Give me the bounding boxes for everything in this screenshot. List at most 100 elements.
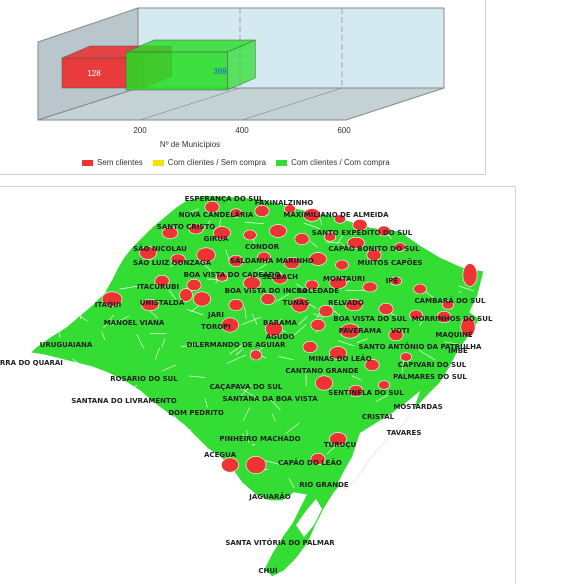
municipal-border <box>401 359 405 374</box>
legend-label: Com clientes / Sem compra <box>167 158 267 167</box>
city-label: MANOEL VIANA <box>104 319 165 327</box>
sem-clientes-municipality <box>460 316 476 338</box>
sem-clientes-municipality <box>221 317 239 333</box>
municipal-border <box>289 324 307 340</box>
municipal-border <box>253 239 255 245</box>
sem-clientes-municipality <box>305 279 319 291</box>
sem-clientes-municipality <box>204 200 220 214</box>
municipal-border <box>75 434 93 448</box>
municipal-border <box>80 235 95 242</box>
x-axis-title: Nº de Municípios <box>159 140 221 149</box>
city-label: MINAS DO LEÃO <box>308 354 371 363</box>
sem-clientes-municipality <box>283 204 297 214</box>
city-label: BARAMA <box>263 319 298 327</box>
municipal-border <box>226 354 247 364</box>
municipal-border <box>173 415 189 430</box>
city-label: IMBÉ <box>448 346 468 355</box>
municipal-border <box>455 441 467 452</box>
municipal-border <box>91 289 108 294</box>
city-label: BOA VISTA DO INCRA <box>225 287 308 295</box>
x-tick-label: 400 <box>235 126 249 135</box>
municipal-border <box>229 342 247 355</box>
city-label: SANTA VITÓRIA DO PALMAR <box>225 538 335 547</box>
city-label: SÃO NICOLAU <box>133 244 187 253</box>
city-label: SANTO EXPEDITO DO SUL <box>312 229 413 237</box>
sem-clientes-municipality <box>186 278 202 292</box>
municipal-border <box>101 331 106 341</box>
municipal-border <box>200 260 212 272</box>
sem-clientes-municipality <box>161 226 179 240</box>
municipal-border <box>275 293 290 302</box>
city-label: RELVADO <box>328 299 364 307</box>
municipal-border <box>136 334 145 349</box>
municipal-border <box>235 348 244 356</box>
legend-item: Sem clientes <box>82 158 143 167</box>
municipal-border <box>129 468 132 478</box>
sem-clientes-municipality <box>188 223 204 235</box>
sem-clientes-municipality <box>179 288 193 302</box>
municipal-border <box>103 314 114 329</box>
sem-clientes-municipality <box>352 218 368 232</box>
sem-clientes-municipality <box>329 346 347 360</box>
sem-clientes-municipality <box>399 352 413 362</box>
municipal-border <box>295 283 309 292</box>
sem-clientes-municipality <box>213 226 231 240</box>
municipal-border <box>115 403 121 418</box>
municipal-border <box>115 204 127 216</box>
sem-clientes-municipality <box>436 310 452 324</box>
chart-panel: 128 369 200 400 600 Nº de Municípios Sem cl… <box>0 0 486 175</box>
municipal-border <box>168 289 177 300</box>
municipal-border <box>419 316 425 326</box>
municipal-border <box>75 294 88 301</box>
municipal-border <box>73 245 90 250</box>
legend-label: Com clientes / Com compra <box>291 158 390 167</box>
city-label: MUITOS CAPÕES <box>358 258 423 267</box>
municipal-border <box>242 433 245 437</box>
municipal-border <box>288 478 295 489</box>
municipal-border <box>356 338 368 343</box>
municipal-border <box>244 221 264 225</box>
municipal-border <box>202 220 211 231</box>
sem-clientes-municipality <box>243 229 257 241</box>
sem-clientes-municipality <box>229 208 243 218</box>
city-label: PALMARES DO SUL <box>393 373 467 381</box>
city-label: VOTI <box>391 327 410 335</box>
sem-clientes-municipality <box>221 457 239 473</box>
sem-clientes-municipality <box>303 208 321 222</box>
municipal-border <box>428 388 435 397</box>
municipal-border <box>161 338 166 348</box>
municipal-border <box>278 356 294 361</box>
municipal-border <box>298 315 308 325</box>
municipal-border <box>186 308 203 316</box>
municipal-border <box>67 274 74 288</box>
sem-clientes-municipality <box>377 380 391 390</box>
municipal-border <box>325 241 343 244</box>
city-label: TURUÇU <box>324 441 357 449</box>
municipal-border <box>446 374 459 381</box>
municipal-border <box>150 466 162 474</box>
municipal-border <box>251 313 258 325</box>
municipal-border <box>351 375 362 381</box>
sem-clientes-municipality <box>215 272 229 282</box>
sem-clientes-municipality <box>389 276 403 286</box>
city-label: SALDANHA MARINHO <box>230 257 314 265</box>
municipal-border <box>161 364 177 372</box>
x-tick-label: 200 <box>133 126 147 135</box>
city-label: TUNAS <box>283 299 310 307</box>
municipal-border <box>326 444 338 455</box>
legend-item: Com clientes / Com compra <box>276 158 390 167</box>
city-label: CHUÍ <box>258 566 278 575</box>
municipal-border <box>246 430 250 443</box>
sem-clientes-municipality <box>269 224 287 238</box>
sem-clientes-municipality <box>393 242 407 252</box>
sem-clientes-municipality <box>154 274 170 288</box>
municipal-border <box>406 408 409 411</box>
city-label: DILERMANDO DE AGUIAR <box>187 341 286 349</box>
sem-clientes-municipality <box>315 375 333 391</box>
municipal-border <box>239 384 252 398</box>
sem-clientes-municipality <box>335 259 349 271</box>
sem-clientes-municipality <box>348 384 364 398</box>
sem-clientes-municipality <box>329 432 347 446</box>
sem-clientes-municipality <box>228 254 244 268</box>
